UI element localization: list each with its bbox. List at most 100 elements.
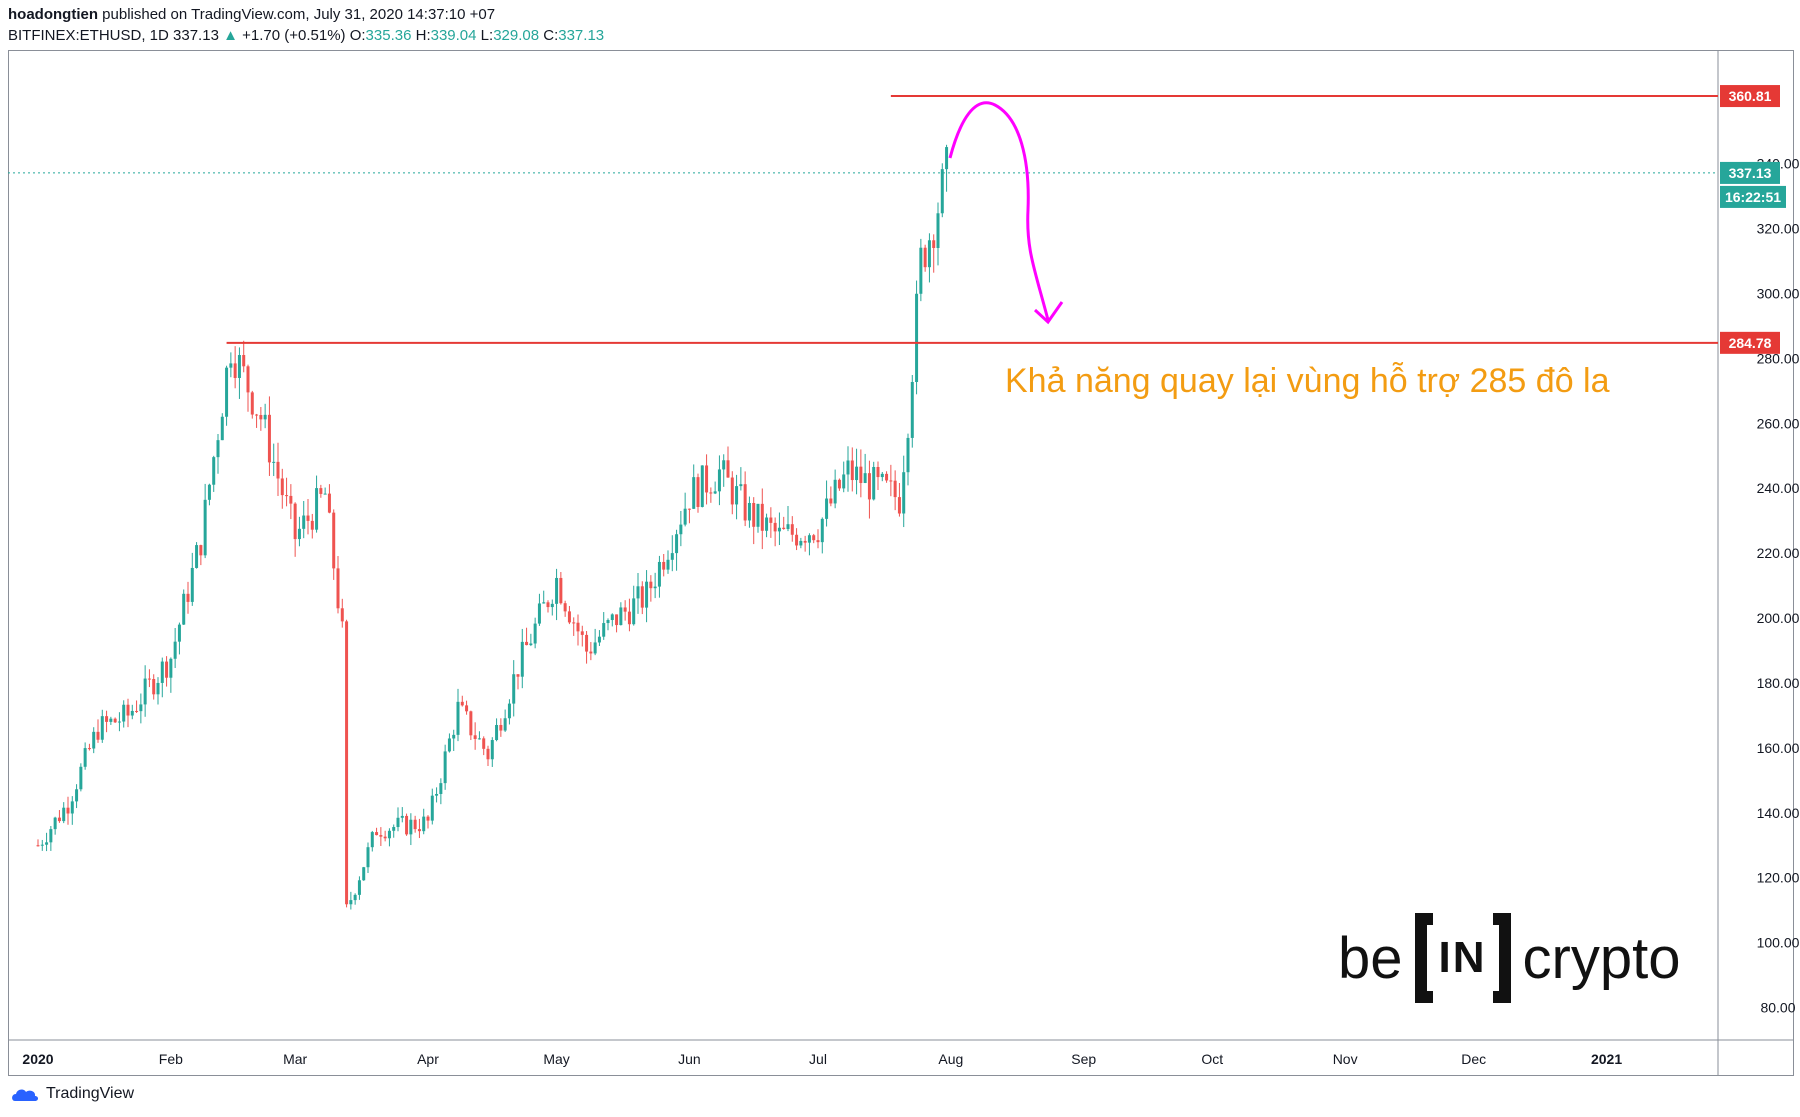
candle-body — [40, 844, 44, 846]
candle-body — [259, 415, 263, 420]
candle-body — [190, 567, 194, 602]
y-axis: 80.00 100.00 120.00 140.00 160.00 180.00 200.0… — [1717, 50, 1800, 1076]
candle-body — [786, 524, 790, 529]
candle-body — [820, 518, 824, 543]
candle-body — [417, 829, 421, 832]
candle-body — [100, 716, 104, 740]
x-tick-label: Feb — [159, 1051, 183, 1067]
candle-body — [143, 678, 147, 705]
level-price-tag — [1720, 85, 1780, 108]
candle-body — [289, 495, 293, 504]
open-value: 335.36 — [365, 27, 412, 44]
candle-body — [743, 484, 747, 521]
x-tick-label: 2021 — [1591, 1051, 1622, 1067]
publish-info: hoadongtien published on TradingView.com… — [8, 6, 495, 23]
candle-body — [139, 704, 143, 712]
candle-body — [315, 488, 319, 530]
candle-body — [396, 817, 400, 828]
candle-body — [182, 593, 186, 625]
candle-body — [649, 581, 653, 589]
candle-body — [323, 493, 327, 495]
candle-body — [340, 608, 344, 622]
candle-body — [546, 602, 550, 608]
symbol[interactable]: BITFINEX:ETHUSD, 1D — [8, 27, 169, 44]
projection-arrowhead — [1033, 301, 1064, 325]
candle-body — [765, 517, 769, 531]
candle-body — [855, 466, 859, 481]
candle-body — [700, 465, 704, 507]
x-tick-label: Jul — [809, 1051, 827, 1067]
candle-body — [285, 495, 289, 497]
candle-body — [816, 540, 820, 543]
logo-in: IN — [1414, 913, 1511, 1003]
x-tick-label: 2020 — [22, 1051, 53, 1067]
candle-body — [272, 461, 276, 463]
candle-body — [932, 240, 936, 248]
candle-body — [790, 524, 794, 535]
candle-body — [666, 559, 670, 570]
close-value: 337.13 — [558, 27, 605, 44]
candle-body — [760, 503, 764, 531]
candle-body — [576, 622, 580, 632]
author[interactable]: hoadongtien — [8, 6, 98, 23]
level-price-tag — [1720, 331, 1780, 354]
candle-body — [212, 457, 216, 485]
candle-body — [345, 621, 349, 905]
candle-body — [833, 479, 837, 504]
candle-body — [726, 460, 730, 478]
candle-body — [109, 718, 113, 722]
candle-body — [96, 731, 100, 740]
candle-body — [486, 748, 490, 760]
candle-body — [507, 703, 511, 719]
change-up-icon: ▲ — [223, 27, 238, 44]
candle-body — [739, 484, 743, 487]
candle-body — [889, 480, 893, 482]
x-tick-label: Apr — [417, 1051, 439, 1067]
candle-body — [203, 499, 207, 556]
candle-body — [117, 721, 121, 723]
candle-body — [57, 817, 61, 822]
candle-body — [679, 524, 683, 535]
candle-body — [597, 636, 601, 643]
candle-body — [606, 620, 610, 624]
chart-frame[interactable] — [8, 50, 1794, 1076]
candle-body — [803, 540, 807, 543]
candle-body — [225, 367, 229, 417]
candle-body — [525, 641, 529, 646]
candle-body — [876, 466, 880, 478]
close-label: C: — [543, 27, 559, 44]
candle-body — [919, 247, 923, 294]
candle-body — [310, 520, 314, 530]
candle-body — [585, 634, 589, 652]
projection-arrow — [948, 101, 1050, 321]
candle-body — [336, 568, 340, 609]
candle-body — [293, 503, 297, 540]
x-tick-label: Aug — [938, 1051, 963, 1067]
y-tick-label: 200.00 — [1757, 610, 1800, 626]
candle-body — [910, 382, 914, 438]
footer-brand: TradingView — [46, 1085, 135, 1102]
y-tick-label: 80.00 — [1760, 1000, 1795, 1016]
candle-body — [66, 807, 70, 814]
candle-body — [657, 561, 661, 587]
candles — [36, 144, 949, 910]
candle-body — [520, 641, 524, 677]
candle-body — [195, 545, 199, 568]
y-tick-label: 100.00 — [1757, 935, 1800, 951]
candle-body — [447, 738, 451, 752]
candle-body — [769, 517, 773, 523]
candle-body — [246, 366, 250, 393]
candle-body — [379, 835, 383, 837]
candle-body — [105, 716, 109, 722]
candle-body — [383, 836, 387, 839]
candle-body — [263, 414, 267, 420]
candle-body — [130, 710, 134, 716]
current-price-tag — [1720, 161, 1780, 184]
candle-body — [362, 867, 366, 881]
candle-body — [280, 478, 284, 496]
candle-body — [349, 900, 353, 905]
candle-body — [563, 603, 567, 612]
footer[interactable]: TradingView — [10, 1085, 134, 1103]
candle-body — [409, 819, 413, 835]
